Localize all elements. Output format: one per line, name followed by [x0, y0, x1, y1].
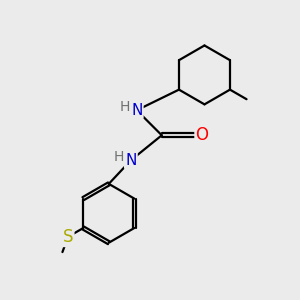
Text: S: S	[63, 228, 73, 246]
Text: H: H	[119, 100, 130, 114]
Text: N: N	[131, 103, 142, 118]
Text: H: H	[113, 150, 124, 164]
Text: N: N	[125, 153, 136, 168]
Text: O: O	[196, 126, 208, 144]
